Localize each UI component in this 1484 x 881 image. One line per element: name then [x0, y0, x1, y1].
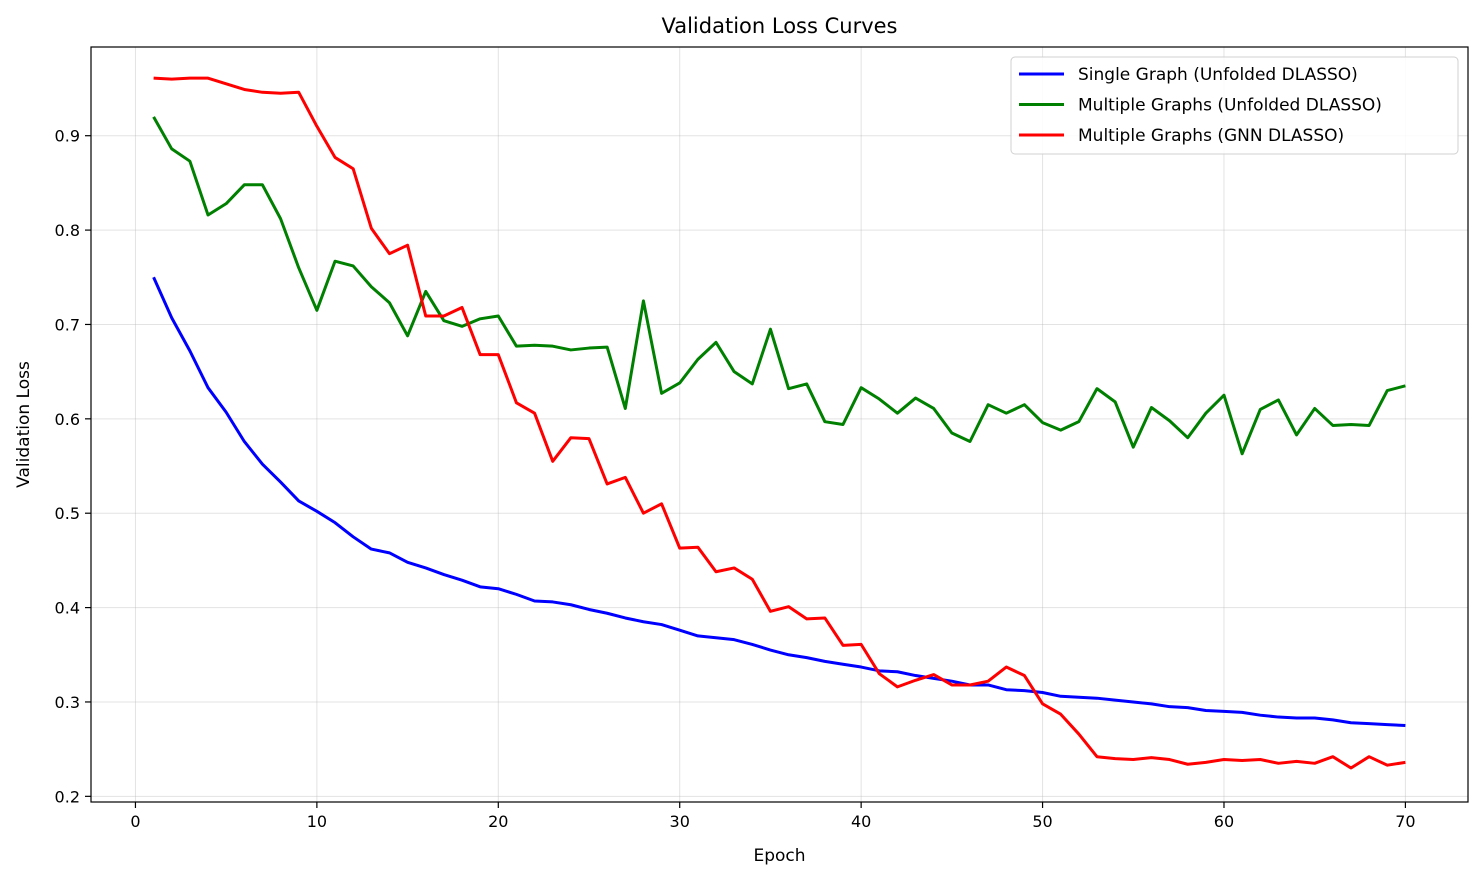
legend: Single Graph (Unfolded DLASSO) Multiple G…	[1010, 56, 1459, 155]
x-tick-label: 10	[307, 812, 327, 831]
plot-frame	[90, 46, 1469, 803]
chart-title: Validation Loss Curves	[661, 14, 897, 38]
series-line-2	[152, 116, 1406, 456]
y-axis-label: Validation Loss	[14, 361, 34, 488]
x-tick-label: 50	[1032, 812, 1052, 831]
series-line-1	[152, 276, 1406, 728]
x-tick-label: 0	[130, 812, 140, 831]
series-lines	[152, 76, 1406, 770]
y-tick-label: 0.4	[55, 599, 80, 618]
x-axis-label: Epoch	[753, 846, 805, 866]
y-axis-ticks: 0.2 0.3 0.4 0.5 0.6 0.7 0.8 0.9	[55, 127, 91, 806]
y-tick-label: 0.2	[55, 787, 80, 806]
series-line-3	[153, 76, 1406, 770]
x-axis-ticks: 0 10 20 30 40 50 60 70	[130, 802, 1416, 831]
y-tick-label: 0.5	[55, 504, 80, 523]
x-tick-label: 30	[670, 812, 690, 831]
legend-label: Multiple Graphs (Unfolded DLASSO)	[1078, 96, 1382, 116]
y-tick-label: 0.9	[55, 127, 80, 146]
y-tick-label: 0.3	[55, 693, 80, 712]
x-tick-label: 20	[488, 812, 508, 831]
x-tick-label: 70	[1395, 812, 1415, 831]
x-tick-label: 40	[851, 812, 871, 831]
y-tick-label: 0.6	[55, 410, 80, 429]
legend-box	[1010, 56, 1459, 155]
x-tick-label: 60	[1214, 812, 1234, 831]
legend-label: Single Graph (Unfolded DLASSO)	[1078, 65, 1358, 85]
y-tick-label: 0.8	[55, 221, 80, 240]
legend-label: Multiple Graphs (GNN DLASSO)	[1078, 126, 1344, 146]
y-tick-label: 0.7	[55, 315, 80, 334]
